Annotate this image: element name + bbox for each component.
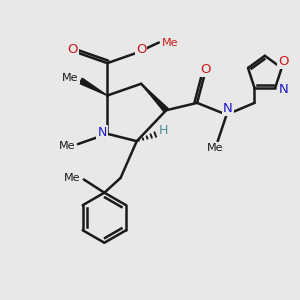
Text: N: N <box>97 126 107 139</box>
Text: Me: Me <box>64 173 80 183</box>
Text: H: H <box>159 124 168 137</box>
Text: Me: Me <box>58 142 75 152</box>
Text: O: O <box>136 44 146 56</box>
Text: Me: Me <box>206 142 223 153</box>
Text: O: O <box>278 55 288 68</box>
Polygon shape <box>80 78 107 95</box>
Text: Me: Me <box>62 74 79 83</box>
Text: N: N <box>223 102 233 115</box>
Text: N: N <box>279 83 288 96</box>
Polygon shape <box>141 84 168 112</box>
Text: O: O <box>201 63 211 76</box>
Text: O: O <box>67 44 78 56</box>
Text: Me: Me <box>162 38 178 47</box>
